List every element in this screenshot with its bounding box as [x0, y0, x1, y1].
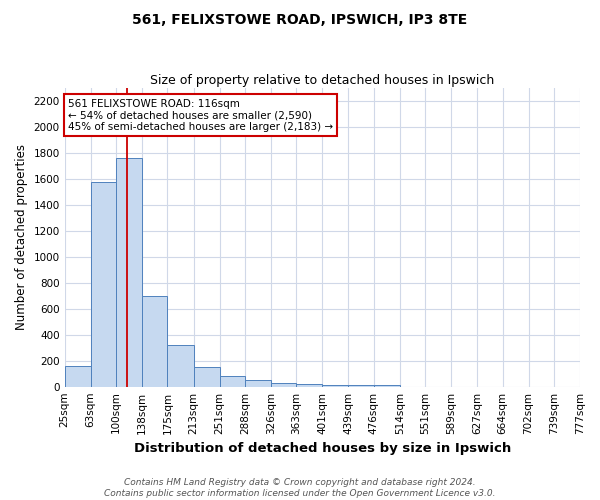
Title: Size of property relative to detached houses in Ipswich: Size of property relative to detached ho…	[150, 74, 494, 87]
Bar	[116, 158, 142, 386]
Bar	[220, 376, 245, 386]
Text: 561, FELIXSTOWE ROAD, IPSWICH, IP3 8TE: 561, FELIXSTOWE ROAD, IPSWICH, IP3 8TE	[133, 12, 467, 26]
Bar	[91, 182, 116, 386]
Bar	[142, 296, 167, 386]
Bar	[374, 384, 400, 386]
Bar	[245, 380, 271, 386]
Bar	[296, 384, 322, 386]
Bar	[193, 366, 220, 386]
X-axis label: Distribution of detached houses by size in Ipswich: Distribution of detached houses by size …	[134, 442, 511, 455]
Text: Contains HM Land Registry data © Crown copyright and database right 2024.
Contai: Contains HM Land Registry data © Crown c…	[104, 478, 496, 498]
Y-axis label: Number of detached properties: Number of detached properties	[15, 144, 28, 330]
Bar	[271, 384, 296, 386]
Bar	[167, 345, 193, 387]
Bar	[65, 366, 91, 386]
Text: 561 FELIXSTOWE ROAD: 116sqm
← 54% of detached houses are smaller (2,590)
45% of : 561 FELIXSTOWE ROAD: 116sqm ← 54% of det…	[68, 98, 333, 132]
Bar	[322, 384, 349, 386]
